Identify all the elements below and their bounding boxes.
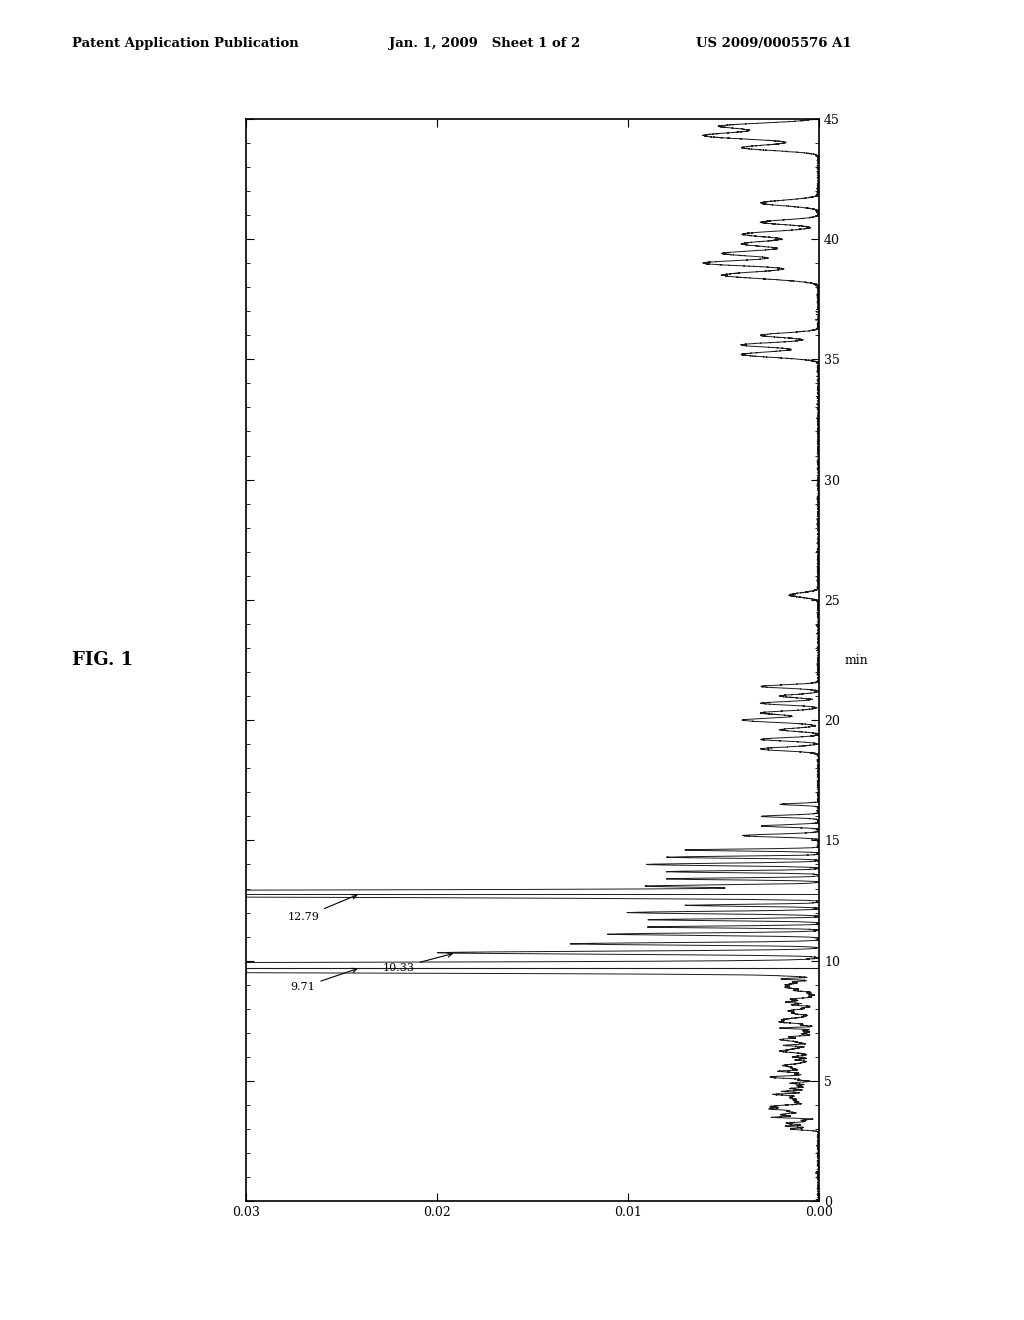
Text: Jan. 1, 2009   Sheet 1 of 2: Jan. 1, 2009 Sheet 1 of 2 <box>389 37 581 50</box>
Text: US 2009/0005576 A1: US 2009/0005576 A1 <box>696 37 852 50</box>
Text: 9.71: 9.71 <box>291 969 356 993</box>
Text: 12.79: 12.79 <box>287 895 356 923</box>
Text: Patent Application Publication: Patent Application Publication <box>72 37 298 50</box>
Y-axis label: min: min <box>845 653 868 667</box>
Text: 10.33: 10.33 <box>383 953 453 973</box>
Text: FIG. 1: FIG. 1 <box>72 651 133 669</box>
